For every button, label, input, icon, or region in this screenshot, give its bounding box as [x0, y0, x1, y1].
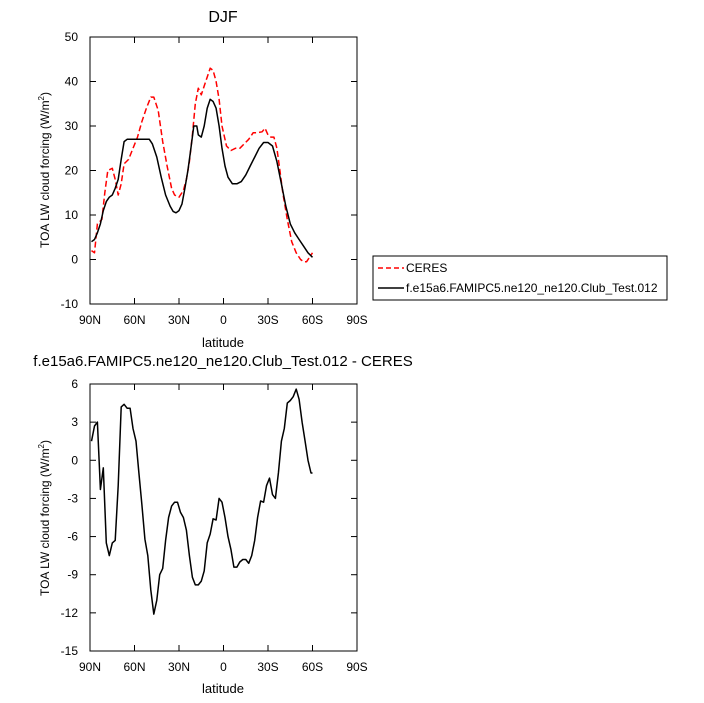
top-xtick-label-3: 0	[220, 313, 227, 327]
bottom-y-axis-label: TOA LW cloud forcing (W/m2)	[37, 440, 52, 596]
bottom-xtick-label-6: 90S	[346, 660, 367, 674]
bottom-series-group	[90, 388, 313, 615]
bottom-ytick-label-4: -3	[67, 491, 78, 505]
top-xtick-label-1: 60N	[123, 313, 145, 327]
bottom-x-axis: 90N 60N 30N 0 30S 60S 90S	[79, 384, 368, 674]
top-chart: DJF -10 0 10 20 30 40 50 90N 60N 30N 0 30S 60S 90S l…	[37, 9, 668, 350]
top-xtick-label-4: 30S	[257, 313, 278, 327]
top-series-group	[91, 67, 314, 263]
bottom-x-axis-label: latitude	[202, 681, 244, 696]
bottom-series-line-0	[90, 388, 313, 615]
bottom-ytick-label-7: 6	[71, 377, 78, 391]
top-xtick-label-6: 90S	[346, 313, 367, 327]
top-xtick-label-0: 90N	[79, 313, 101, 327]
bottom-xtick-label-2: 30N	[168, 660, 190, 674]
bottom-xtick-label-1: 60N	[123, 660, 145, 674]
legend-model-label: f.e15a6.FAMIPC5.ne120_ne120.Club_Test.01…	[406, 281, 658, 295]
top-xtick-label-5: 60S	[302, 313, 323, 327]
top-ytick-label-2: 10	[65, 208, 79, 222]
bottom-chart: f.e15a6.FAMIPC5.ne120_ne120.Club_Test.01…	[33, 353, 412, 696]
top-ytick-label-1: 0	[71, 253, 78, 267]
top-x-axis-label: latitude	[202, 335, 244, 350]
bottom-chart-title: f.e15a6.FAMIPC5.ne120_ne120.Club_Test.01…	[33, 353, 412, 370]
top-ytick-label-3: 20	[65, 164, 79, 178]
bottom-xtick-label-5: 60S	[302, 660, 323, 674]
top-y-axis-label: TOA LW cloud forcing (W/m2)	[37, 92, 52, 248]
top-ytick-label-5: 40	[65, 75, 79, 89]
bottom-ytick-label-1: -12	[61, 606, 79, 620]
legend-box	[372, 255, 668, 301]
top-series-line-0	[91, 67, 314, 263]
top-xtick-label-2: 30N	[168, 313, 190, 327]
bottom-ytick-label-6: 3	[71, 415, 78, 429]
top-plot-frame	[89, 36, 358, 305]
legend: CERES f.e15a6.FAMIPC5.ne120_ne120.Club_T…	[372, 255, 668, 301]
top-y-axis: -10 0 10 20 30 40 50	[61, 30, 357, 311]
top-ytick-label-4: 30	[65, 119, 79, 133]
bottom-ytick-label-5: 0	[71, 453, 78, 467]
top-x-axis: 90N 60N 30N 0 30S 60S 90S	[79, 37, 368, 327]
bottom-ytick-label-2: -9	[67, 568, 78, 582]
top-ytick-label-0: -10	[61, 297, 79, 311]
bottom-ytick-label-0: -15	[61, 644, 79, 658]
bottom-ytick-label-3: -6	[67, 530, 78, 544]
top-ytick-label-6: 50	[65, 30, 79, 44]
bottom-plot-frame	[89, 383, 358, 652]
top-chart-title: DJF	[208, 9, 238, 26]
bottom-xtick-label-3: 0	[220, 660, 227, 674]
legend-ceres-label: CERES	[406, 261, 447, 275]
bottom-y-axis: -15 -12 -9 -6 -3 0 3 6	[61, 377, 357, 658]
bottom-xtick-label-4: 30S	[257, 660, 278, 674]
bottom-xtick-label-0: 90N	[79, 660, 101, 674]
top-series-line-1	[91, 98, 314, 258]
